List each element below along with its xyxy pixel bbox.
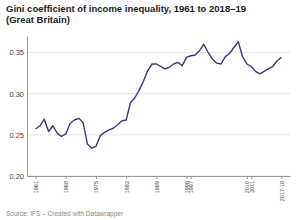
- marks: [36, 42, 282, 148]
- x-tick-mark: [36, 176, 37, 179]
- x-tick-mark: [281, 176, 282, 179]
- title: Gini coefficient of income inequality, 1…: [6, 3, 246, 25]
- x-tick-mark: [96, 176, 97, 179]
- x-tick-label: 1968: [63, 181, 69, 193]
- grid-line: [27, 93, 290, 94]
- x-tick-label: 1975: [93, 181, 99, 193]
- y-tick: 0.35: [9, 48, 27, 57]
- plot: 0.200.250.300.35196119681975198219891996…: [9, 37, 290, 202]
- y-tick: 0.30: [9, 90, 27, 99]
- x-tick-label: 1997: [188, 181, 194, 193]
- x-tick: 1961: [33, 176, 39, 193]
- y-tick-label: 0.30: [9, 90, 24, 99]
- title-line: (Great Britain): [6, 14, 70, 25]
- x-tick-mark: [66, 176, 67, 179]
- y-tick-label: 0.25: [9, 131, 24, 140]
- x-tick: 1968: [63, 176, 69, 193]
- x-tick-mark: [126, 176, 127, 179]
- x-tick-label: 1961: [33, 181, 39, 193]
- series-line: [36, 42, 282, 148]
- y-axis: 0.20 0.25 0.30 0.35: [9, 37, 27, 181]
- x-tick: 1975: [93, 176, 99, 193]
- x-tick: 1997: [188, 176, 194, 193]
- grid-line: [27, 52, 290, 53]
- x-axis: 1961196819751982198919961997201020112017…: [28, 176, 291, 201]
- y-tick: 0.25: [9, 131, 27, 140]
- grid: [27, 52, 290, 176]
- x-tick-label: 2017-18: [279, 181, 285, 201]
- y-tick-label: 0.20: [9, 172, 24, 181]
- y-axis-line: [27, 37, 28, 177]
- x-tick: 2011: [249, 176, 255, 193]
- x-tick-label: 1982: [124, 181, 130, 193]
- x-tick-mark: [187, 176, 188, 179]
- y-tick: 0.20: [9, 172, 27, 181]
- y-tick-label: 0.35: [9, 48, 24, 57]
- annotation: Source: IFS – Created with Datawrapper: [6, 210, 124, 218]
- grid-line: [27, 134, 290, 135]
- x-tick: 1982: [124, 176, 130, 193]
- chart: Gini coefficient of income inequality, 1…: [0, 0, 297, 220]
- title-line: Gini coefficient of income inequality, 1…: [6, 3, 246, 14]
- x-tick-mark: [191, 176, 192, 179]
- x-tick: 2017-18: [279, 176, 285, 201]
- x-axis-line: [28, 176, 291, 177]
- x-tick-mark: [247, 176, 248, 179]
- x-tick: 1989: [154, 176, 160, 193]
- x-tick-mark: [156, 176, 157, 179]
- x-tick-label: 1989: [154, 181, 160, 193]
- x-tick-mark: [251, 176, 252, 179]
- x-tick-label: 2011: [249, 181, 255, 193]
- background: [0, 0, 297, 220]
